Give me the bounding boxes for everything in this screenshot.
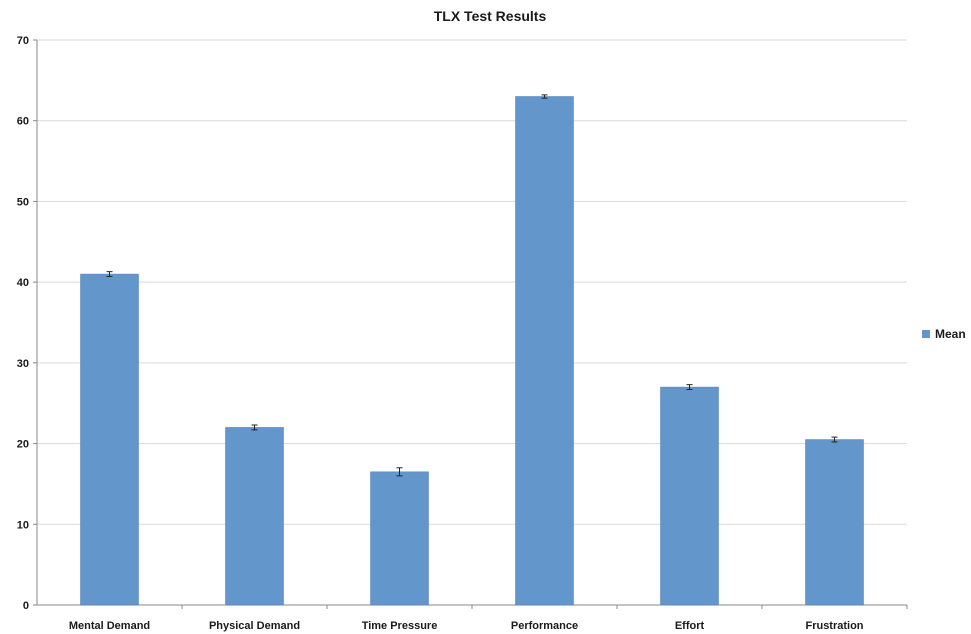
y-tick-label: 0 [23,600,29,612]
legend-swatch-mean [922,330,930,338]
legend: Mean [922,327,966,341]
y-tick-label: 60 [17,116,29,128]
bars [80,94,864,606]
y-tick-label: 40 [17,277,29,289]
x-tick-label: Effort [675,620,705,632]
chart-title: TLX Test Results [434,8,547,24]
y-tick-label: 30 [17,358,29,370]
legend-label-mean: Mean [935,327,966,341]
x-tick-label: Performance [511,620,578,632]
y-axis-ticks: 0 10 20 30 40 50 60 70 [17,35,29,612]
y-tick-label: 70 [17,35,29,47]
x-tick-label: Time Pressure [362,620,438,632]
y-tick-label: 50 [17,196,29,208]
x-tick-label: Physical Demand [209,620,300,632]
bar-time-pressure [370,471,429,606]
y-tick-label: 20 [17,439,29,451]
bar-mental-demand [80,273,139,606]
bar-frustration [805,439,864,606]
bar-effort [660,386,719,606]
y-tick-label: 10 [17,519,29,531]
x-tick-label: Frustration [805,620,863,632]
gridlines [33,39,908,609]
bar-physical-demand [225,427,284,606]
x-tick-label: Mental Demand [69,620,150,632]
bar-performance [515,96,574,606]
x-axis-ticks: Mental Demand Physical Demand Time Pressur… [69,620,864,632]
